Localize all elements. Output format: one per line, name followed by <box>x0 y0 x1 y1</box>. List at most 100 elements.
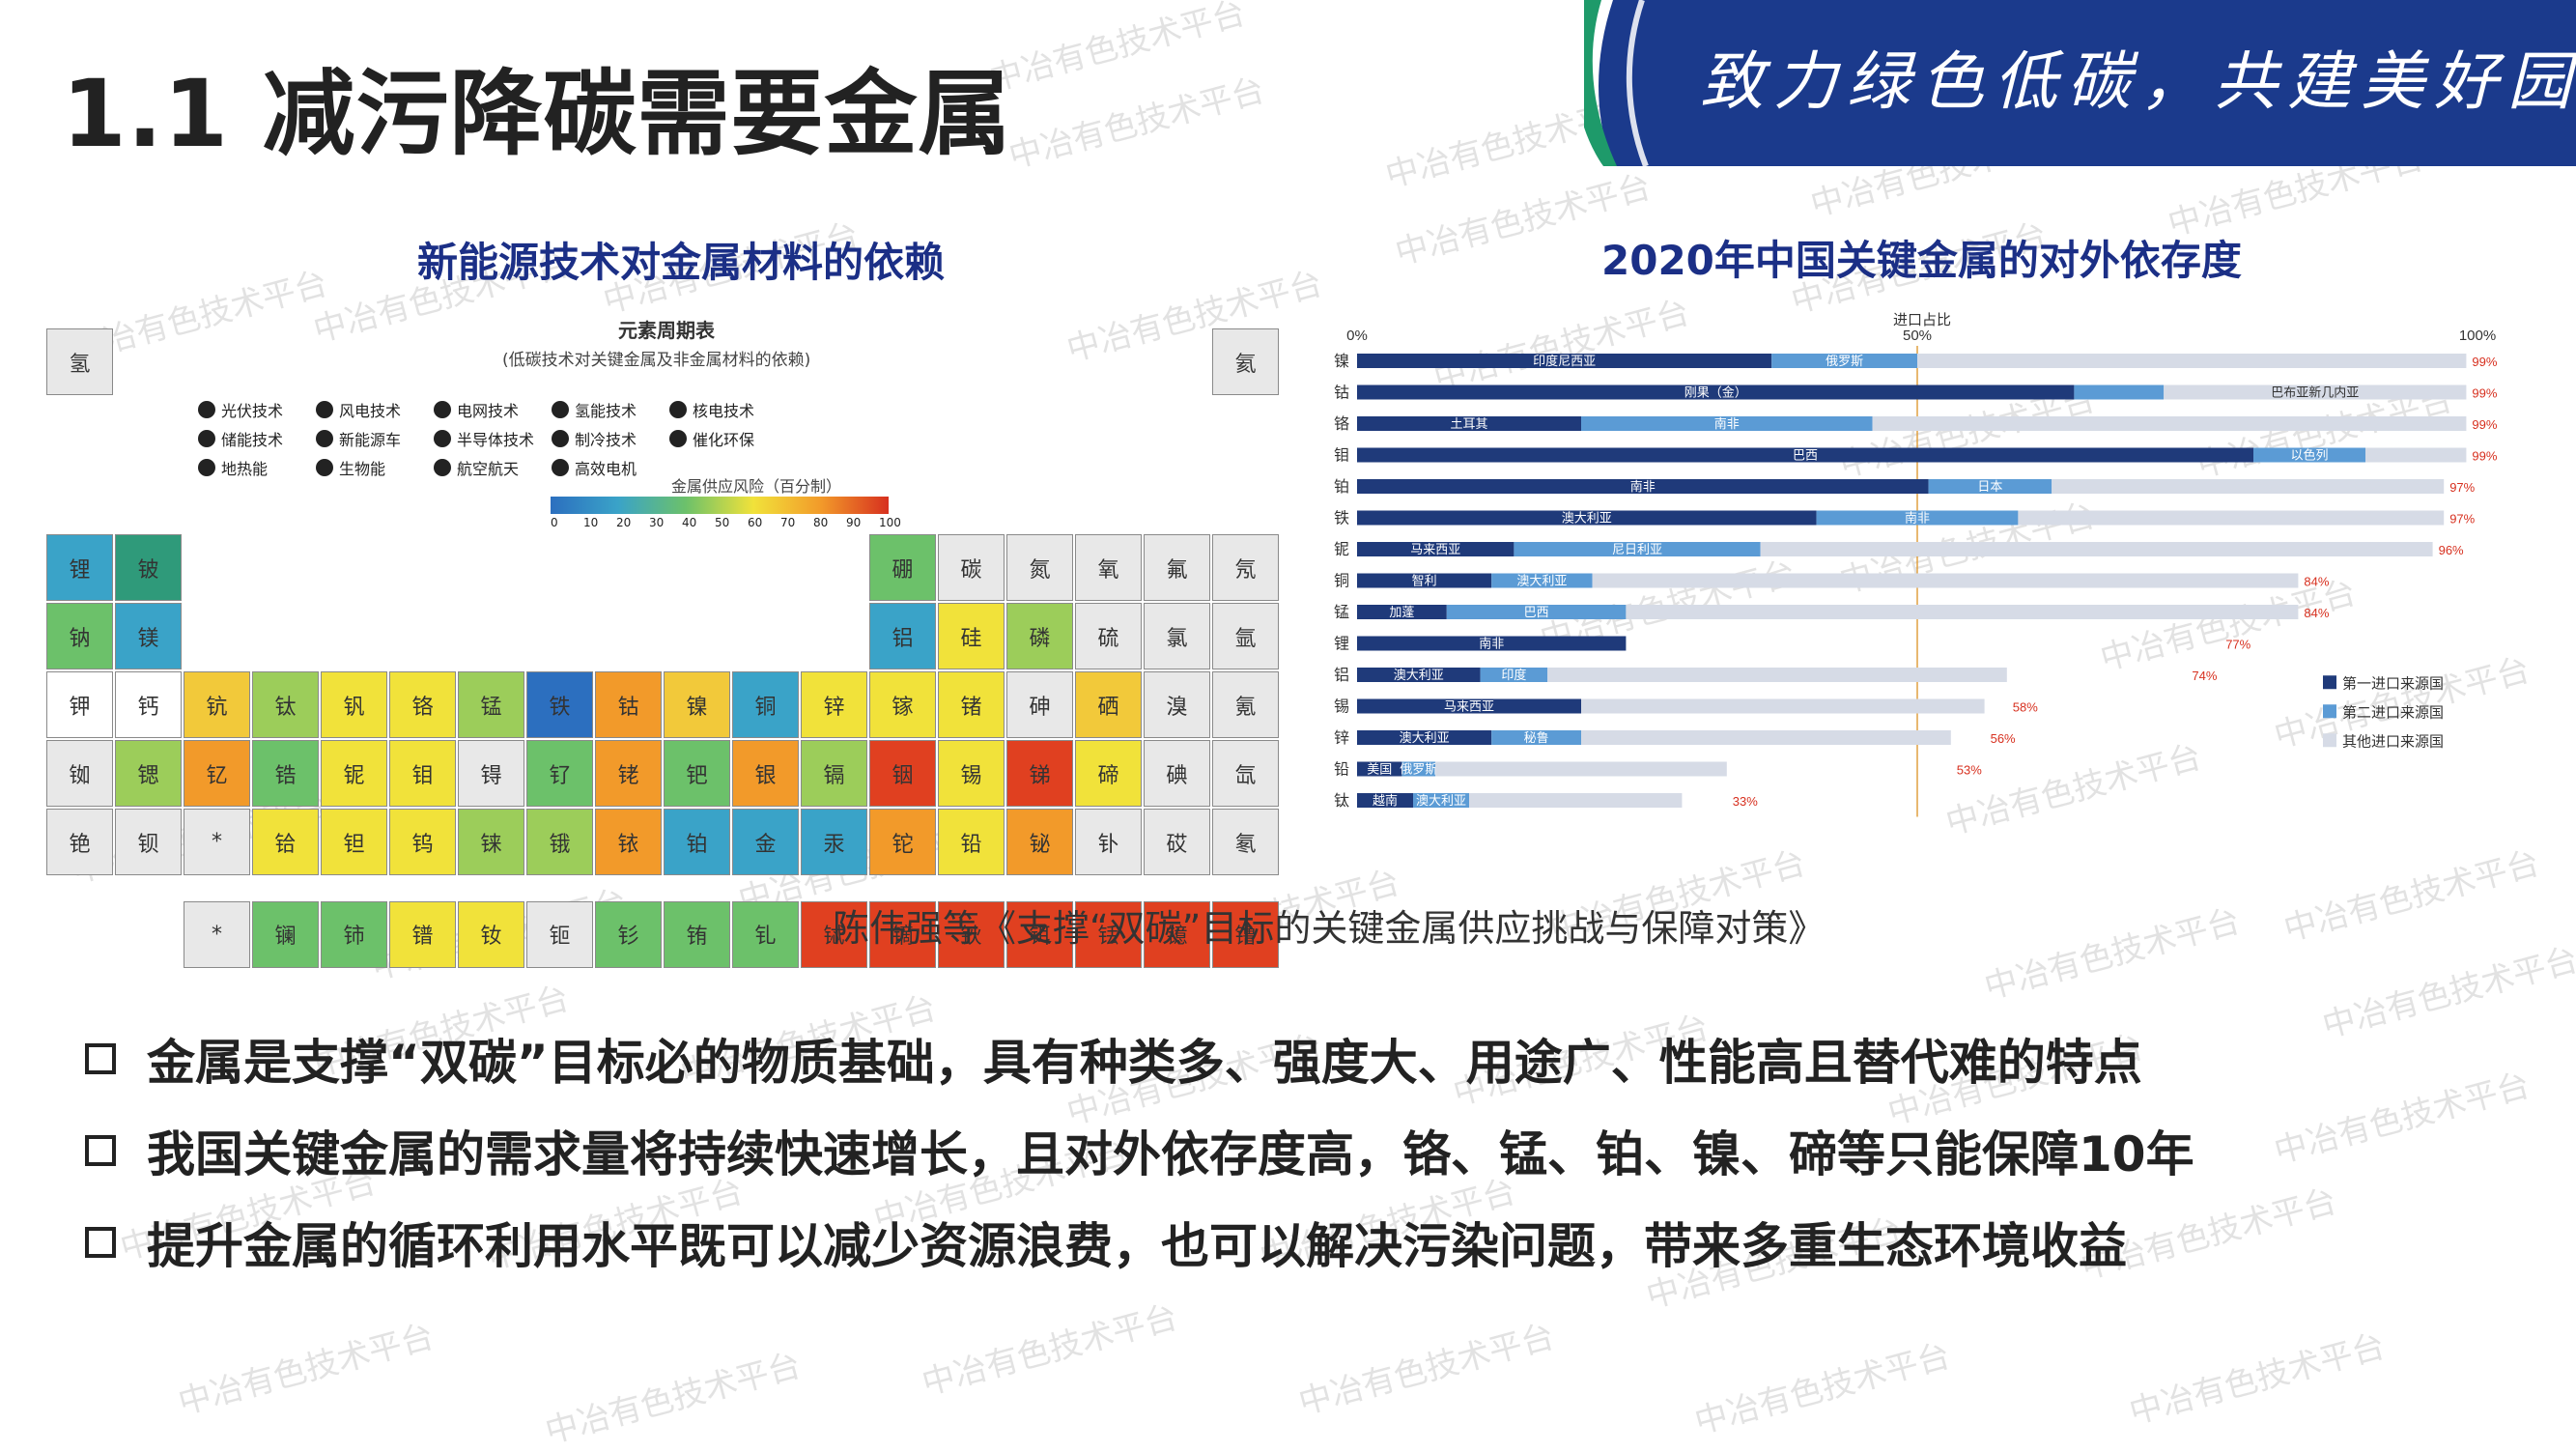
category-label: 锡 <box>1334 698 1349 716</box>
element-cell: 锝 <box>458 740 524 807</box>
legend-item: 新能源车 <box>316 427 401 450</box>
header-slogan: 致力绿色低碳，共建美好园区 <box>1700 44 2576 119</box>
legend-swatch <box>2323 704 2336 719</box>
bar-segment <box>1357 384 2075 400</box>
scale-tick: 30 <box>649 516 665 529</box>
segment-label: 刚果（金） <box>1684 385 1747 400</box>
element-cell: 铋 <box>1006 809 1073 875</box>
total-percent-label: 53% <box>1957 763 1982 778</box>
legend-item: 风电技术 <box>316 398 401 421</box>
x-tick-label: 50% <box>1903 327 1932 344</box>
bullet-item: 我国关键金属的需求量将持续快速增长，且对外依存度高，铬、锰、铂、镍、碲等只能保障… <box>85 1116 2194 1185</box>
legend-item: 储能技术 <box>198 427 283 450</box>
bar-segment <box>2018 510 2445 526</box>
element-symbol: 碘 <box>1166 763 1188 788</box>
bar-segment <box>1357 730 1492 745</box>
technology-icon <box>434 430 451 447</box>
element-cell: 溴 <box>1144 671 1210 738</box>
risk-scale-label: 金属供应风险（百分制） <box>671 477 842 496</box>
element-symbol: 氟 <box>1166 557 1188 583</box>
technology-icon <box>198 430 215 447</box>
element-cell: 铒 <box>1006 900 1073 968</box>
watermark-text: 中冶有色技术平台 <box>1005 71 1269 177</box>
element-symbol: 铬 <box>411 695 434 720</box>
legend-label: 航空航天 <box>457 460 520 478</box>
element-cell: 镉 <box>801 740 867 807</box>
element-symbol: 铌 <box>343 763 365 788</box>
bar-segment <box>2253 447 2365 463</box>
bar-segment <box>1514 542 1761 556</box>
legend-label: 光伏技术 <box>221 402 284 420</box>
legend-swatch <box>2323 675 2336 690</box>
element-cell: 钴 <box>595 671 662 738</box>
element-symbol: 铑 <box>617 763 639 788</box>
element-cell: 铱 <box>595 809 662 875</box>
bar-segment <box>1592 573 2299 588</box>
element-symbol: 镁 <box>137 626 159 651</box>
bar-segment <box>1357 698 1581 714</box>
element-symbol: 铋 <box>1029 832 1051 857</box>
element-symbol: 铟 <box>892 763 914 788</box>
watermark-text: 中冶有色技术平台 <box>1980 901 2245 1008</box>
citation: 陈伟强等《支撑“双碳”目标的关键金属供应挑战与保障对策》 <box>833 907 1826 950</box>
element-symbol: 钬 <box>960 925 982 950</box>
bar-segment <box>1357 636 1627 651</box>
element-cell: 锆 <box>252 740 319 807</box>
element-symbol: 铍 <box>137 557 159 583</box>
x-tick-label: 100% <box>2459 327 2496 344</box>
element-cell: 锇 <box>526 809 593 875</box>
watermark-text: 中冶有色技术平台 <box>2270 1066 2534 1172</box>
legend-label: 氢能技术 <box>575 402 637 420</box>
element-symbol: 钆 <box>754 925 777 950</box>
element-cell: 锗 <box>938 671 1005 738</box>
watermark-text: 中冶有色技术平台 <box>2125 1326 2390 1433</box>
segment-label: 美国 <box>1367 762 1392 777</box>
segment-label: 马来西亚 <box>1444 699 1494 714</box>
element-cell: 氩 <box>1212 603 1279 669</box>
element-symbol: 锗 <box>960 695 982 720</box>
element-cell: 氢 <box>46 328 113 395</box>
element-cell: 钯 <box>664 740 730 807</box>
element-cell: 钙 <box>115 671 182 738</box>
scale-tick: 80 <box>813 516 829 529</box>
element-symbol: * <box>212 922 222 947</box>
bar-segment <box>1547 668 2007 682</box>
element-symbol: 银 <box>754 763 777 788</box>
element-symbol: 氡 <box>1234 832 1257 857</box>
technology-icon <box>669 430 687 447</box>
element-cell: 镁 <box>115 603 182 669</box>
element-symbol: 铪 <box>274 832 297 857</box>
bar-segment <box>1480 668 1548 682</box>
technology-icon <box>434 401 451 418</box>
bar-segment <box>1357 668 1481 682</box>
element-cell: 氙 <box>1212 740 1279 807</box>
category-label: 钴 <box>1334 384 1349 402</box>
total-percent-label: 97% <box>2449 512 2475 527</box>
legend-item: 地热能 <box>198 456 268 479</box>
element-cell: 钛 <box>252 671 319 738</box>
element-cell: 钷 <box>526 900 593 968</box>
element-symbol: 铊 <box>892 832 914 857</box>
segment-label: 印度 <box>1501 668 1526 682</box>
element-cell: 锡 <box>938 740 1005 807</box>
segment-label: 南非 <box>1630 479 1656 494</box>
element-cell: 钪 <box>184 671 250 738</box>
legend-item: 生物能 <box>316 456 385 479</box>
segment-label: 澳大利亚 <box>1516 574 1567 588</box>
element-symbol: 铥 <box>1097 925 1119 950</box>
element-symbol: 氧 <box>1097 557 1119 583</box>
scale-tick: 50 <box>715 516 730 529</box>
bar-segment <box>2074 384 2165 400</box>
element-symbol: 铽 <box>823 925 845 950</box>
element-symbol: 铱 <box>617 832 639 857</box>
element-cell: 氯 <box>1144 603 1210 669</box>
bar-segment <box>1491 573 1593 588</box>
element-symbol: 碲 <box>1097 763 1119 788</box>
element-cell: 钠 <box>46 603 113 669</box>
element-symbol: 铁 <box>549 695 571 720</box>
element-symbol: 硅 <box>960 626 982 651</box>
legend-item: 核电技术 <box>669 398 754 421</box>
bullet-item: 提升金属的循环利用水平既可以减少资源浪费，也可以解决污染问题，带来多重生态环境收… <box>85 1208 2127 1277</box>
legend-item: 催化环保 <box>669 427 754 450</box>
